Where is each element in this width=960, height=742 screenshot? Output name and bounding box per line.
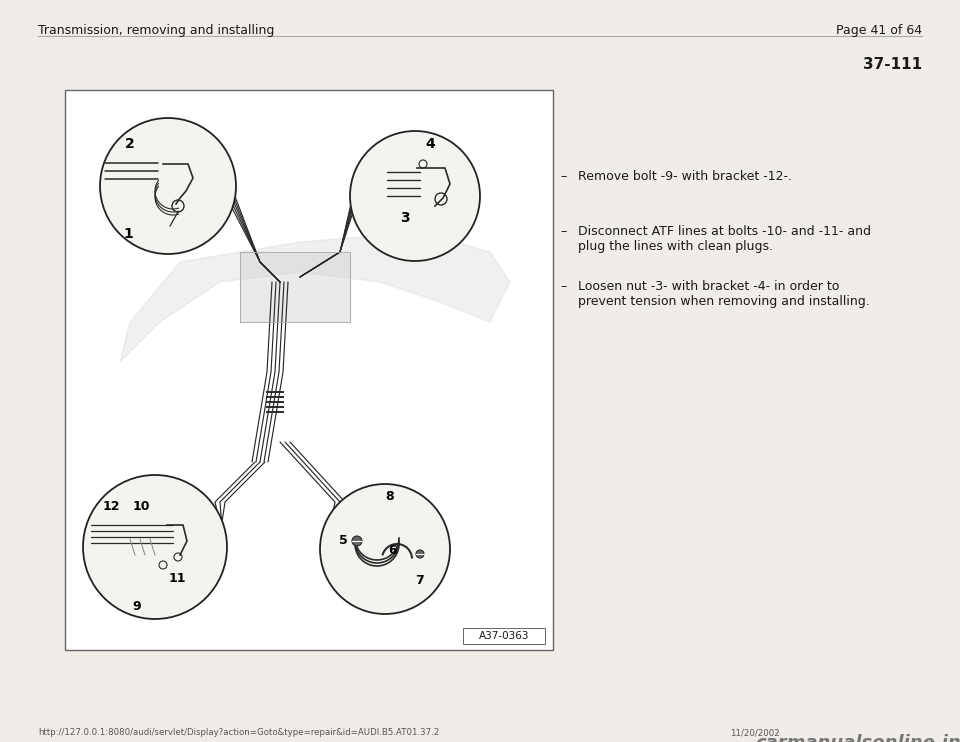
Text: 7: 7 [416,574,424,588]
Text: Disconnect ATF lines at bolts -10- and -11- and: Disconnect ATF lines at bolts -10- and -… [578,225,871,238]
Text: 6: 6 [389,545,397,557]
Text: 8: 8 [386,490,395,504]
Text: Loosen nut -3- with bracket -4- in order to: Loosen nut -3- with bracket -4- in order… [578,280,839,293]
Text: Transmission, removing and installing: Transmission, removing and installing [38,24,275,37]
Circle shape [83,475,227,619]
Text: 5: 5 [339,534,348,548]
Text: 37-111: 37-111 [863,57,922,72]
Text: 9: 9 [132,600,141,614]
Polygon shape [240,252,350,322]
Text: http://127.0.0.1:8080/audi/servlet/Display?action=Goto&type=repair&id=AUDI.B5.AT: http://127.0.0.1:8080/audi/servlet/Displ… [38,728,440,737]
Text: –: – [560,280,566,293]
Text: 11/20/2002: 11/20/2002 [730,728,780,737]
Circle shape [320,484,450,614]
Bar [65,90,553,650]
Text: 10: 10 [132,501,150,513]
Text: prevent tension when removing and installing.: prevent tension when removing and instal… [578,295,870,308]
Text: Remove bolt -9- with bracket -12-.: Remove bolt -9- with bracket -12-. [578,170,792,183]
Text: A37-0363: A37-0363 [479,631,529,641]
Text: 2: 2 [125,137,134,151]
Circle shape [352,536,362,546]
Text: 12: 12 [103,501,120,513]
Text: 3: 3 [400,211,410,225]
Text: carmanualsonline.info: carmanualsonline.info [755,734,960,742]
Polygon shape [120,232,510,362]
Circle shape [350,131,480,261]
Text: 1: 1 [123,227,132,241]
Circle shape [100,118,236,254]
Circle shape [416,550,424,558]
Bar [463,628,545,644]
Text: –: – [560,225,566,238]
Text: 4: 4 [425,137,435,151]
Text: –: – [560,170,566,183]
Text: Page 41 of 64: Page 41 of 64 [836,24,922,37]
Text: 11: 11 [168,573,185,585]
Text: plug the lines with clean plugs.: plug the lines with clean plugs. [578,240,773,253]
